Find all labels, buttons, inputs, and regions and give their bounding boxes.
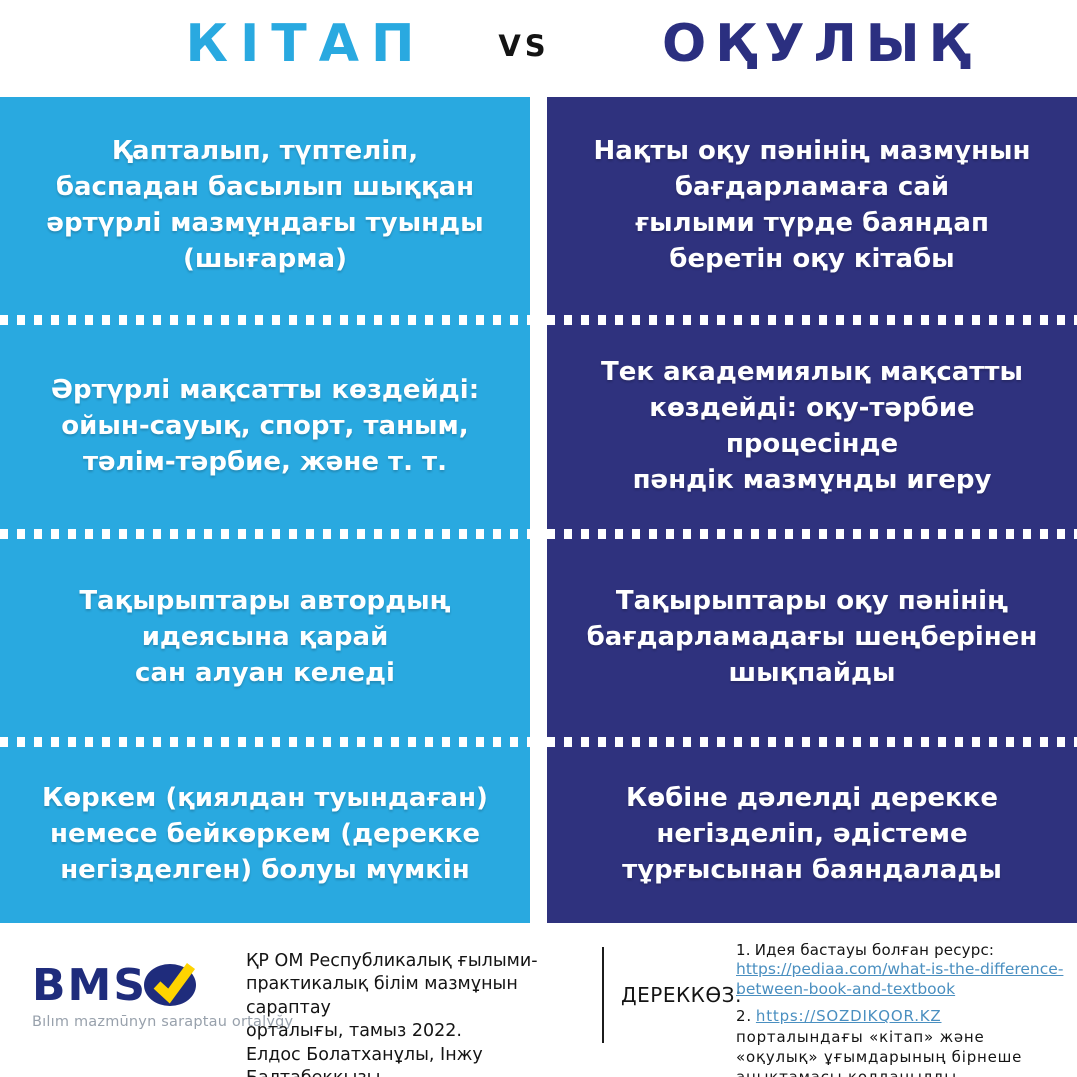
source-item-2: 2. https://SOZDIKQOR.KZ порталындағы «кіт… — [736, 1006, 1072, 1077]
source-2-link[interactable]: https://SOZDIKQOR.KZ — [755, 1007, 942, 1026]
source-2-text: порталындағы «кітап» және «оқулық» ұғымд… — [736, 1027, 1023, 1077]
oqulyq-cell-3: Тақырыптары оқу пәнінің бағдарламадағы ш… — [547, 539, 1077, 737]
check-icon — [143, 957, 201, 1011]
kitap-cell-2-text: Әртүрлі мақсатты көздейді: ойын-сауық, с… — [50, 375, 480, 477]
sources-list: 1. Идея бастауы болған ресурс: https://pe… — [736, 941, 1072, 1077]
oqulyq-cell-2-text: Тек академиялық мақсатты көздейді: оқу-т… — [601, 357, 1023, 495]
dotted-divider — [547, 315, 1077, 325]
sources-label: ДЕРЕККӨЗ: — [621, 983, 743, 1007]
oqulyq-cell-2: Тек академиялық мақсатты көздейді: оқу-т… — [547, 325, 1077, 529]
dotted-divider — [547, 529, 1077, 539]
source-2-number: 2. — [736, 1007, 752, 1026]
dotted-divider — [0, 315, 530, 325]
source-1-link[interactable]: https://pediaa.com/what-is-the-differenc… — [736, 960, 1064, 999]
oqulyq-cell-3-text: Тақырыптары оқу пәнінің бағдарламадағы ш… — [586, 586, 1038, 688]
source-1-text: Идея бастауы болған ресурс: — [754, 941, 995, 959]
oqulyq-cell-4-text: Көбіне дәлелді дерекке негізделіп, әдіст… — [622, 783, 1002, 885]
source-1-number: 1. — [736, 941, 751, 959]
bmso-logo: BMS Bılım mazmūnyn saraptau ortalyğy — [32, 961, 293, 1030]
attribution-text: ҚР ОМ Республикалық ғылыми- практикалық … — [246, 951, 538, 1077]
oqulyq-cell-1-text: Нақты оқу пәнінің мазмұнын бағдарламаға … — [593, 136, 1031, 274]
footer: BMS Bılım mazmūnyn saraptau ortalyğy ҚР … — [0, 923, 1077, 1077]
comparison-table: Қапталып, түптеліп, баспадан басылып шық… — [0, 97, 1077, 923]
title-kitap: КІТАП — [185, 14, 427, 74]
dotted-divider — [547, 737, 1077, 747]
kitap-cell-1-text: Қапталып, түптеліп, баспадан басылып шық… — [46, 136, 484, 274]
title-oqulyq: ОҚУЛЫҚ — [662, 14, 978, 74]
vs-label: VS — [498, 29, 550, 63]
column-kitap: Қапталып, түптеліп, баспадан басылып шық… — [0, 97, 530, 923]
kitap-cell-1: Қапталып, түптеліп, баспадан басылып шық… — [0, 97, 530, 315]
kitap-cell-2: Әртүрлі мақсатты көздейді: ойын-сауық, с… — [0, 325, 530, 529]
footer-divider — [602, 947, 604, 1043]
dotted-divider — [0, 529, 530, 539]
bmso-logo-tagline: Bılım mazmūnyn saraptau ortalyğy — [32, 1014, 294, 1030]
kitap-cell-3-text: Тақырыптары автордың идеясына қарай сан … — [79, 586, 451, 688]
bmso-logo-text: BMS — [32, 960, 148, 1011]
column-oqulyq: Нақты оқу пәнінің мазмұнын бағдарламаға … — [547, 97, 1077, 923]
source-item-1: 1. Идея бастауы болған ресурс: https://pe… — [736, 941, 1072, 999]
oqulyq-cell-1: Нақты оқу пәнінің мазмұнын бағдарламаға … — [547, 97, 1077, 315]
oqulyq-cell-4: Көбіне дәлелді дерекке негізделіп, әдіст… — [547, 747, 1077, 923]
kitap-cell-4: Көркем (қиялдан туындаған) немесе бейкөр… — [0, 747, 530, 923]
kitap-cell-4-text: Көркем (қиялдан туындаған) немесе бейкөр… — [42, 783, 488, 885]
dotted-divider — [0, 737, 530, 747]
header: КІТАП VS ОҚУЛЫҚ — [0, 0, 1077, 97]
kitap-cell-3: Тақырыптары автордың идеясына қарай сан … — [0, 539, 530, 737]
column-gap — [530, 97, 547, 923]
